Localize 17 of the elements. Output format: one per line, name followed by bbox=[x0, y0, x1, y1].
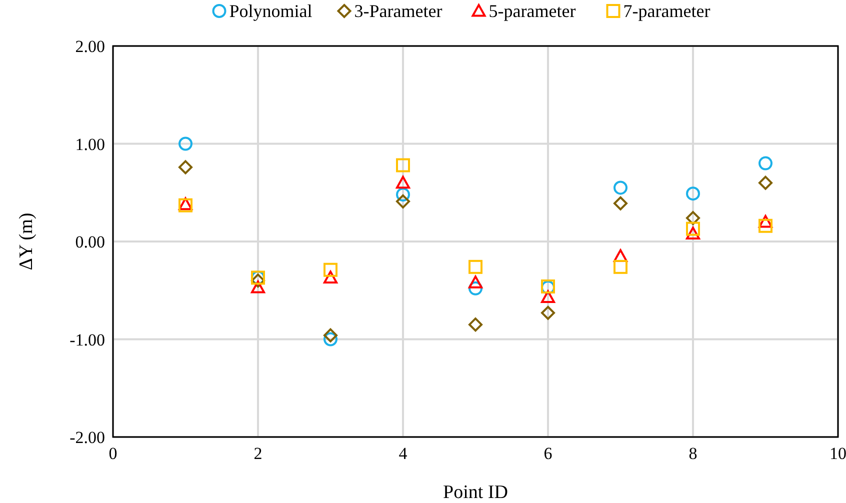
x-tick-label: 6 bbox=[544, 444, 552, 463]
y-tick-label: -2.00 bbox=[70, 428, 105, 447]
y-tick-label: -1.00 bbox=[70, 330, 105, 350]
legend-label: 5-parameter bbox=[488, 1, 576, 21]
x-tick-label: 4 bbox=[398, 444, 408, 463]
legend-label: Polynomial bbox=[229, 1, 312, 21]
y-tick-label: 2.00 bbox=[75, 37, 105, 56]
legend-label: 7-parameter bbox=[623, 1, 710, 21]
y-tick-label: 0.00 bbox=[75, 232, 105, 252]
legend-label: 3-Parameter bbox=[354, 1, 442, 21]
x-tick-label: 2 bbox=[254, 444, 262, 463]
x-tick-label: 8 bbox=[688, 444, 698, 463]
y-axis-title: ΔY (m) bbox=[16, 212, 37, 270]
x-tick-label: 0 bbox=[108, 444, 118, 463]
y-tick-label: 1.00 bbox=[75, 134, 105, 154]
x-tick-label: 10 bbox=[830, 444, 846, 463]
x-axis-title: Point ID bbox=[443, 482, 508, 503]
